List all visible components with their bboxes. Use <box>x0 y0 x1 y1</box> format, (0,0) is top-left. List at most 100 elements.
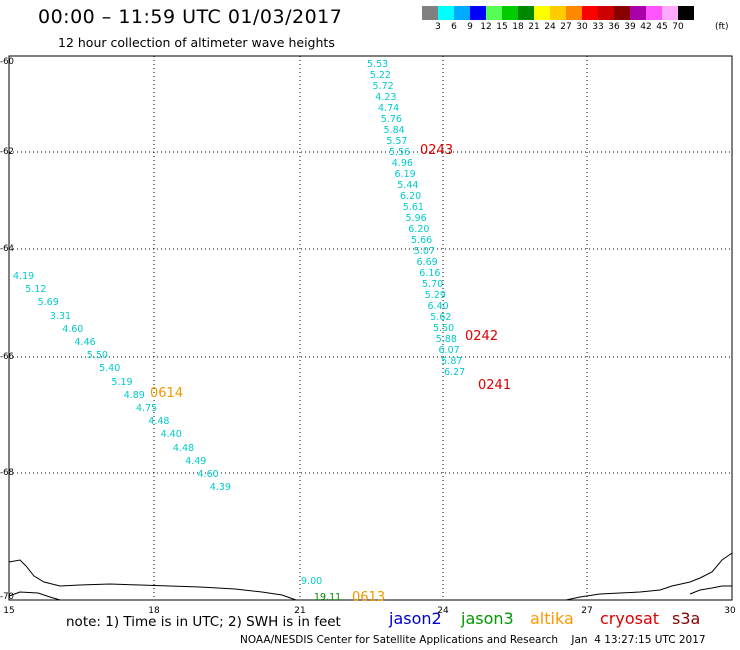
wave-height-value: 19.11 <box>314 592 342 603</box>
wave-height-value: 4.96 <box>391 158 413 169</box>
wave-height-value: 6.20 <box>408 224 430 235</box>
wave-height-value: 5.40 <box>99 363 121 375</box>
satellite-legend-item: s3a <box>672 609 701 628</box>
wave-height-value: 5.50 <box>433 323 455 334</box>
chart-title: 00:00 – 11:59 UTC 01/03/2017 <box>38 6 343 28</box>
wave-height-value: 5.87 <box>441 356 463 367</box>
wave-height-value: 5.96 <box>405 213 427 224</box>
color-scale-tick-label: 36 <box>608 22 620 32</box>
pass-time-label: 0614 <box>150 386 184 401</box>
wave-height-value: 9.00 <box>301 576 323 587</box>
longitude-label: 30 <box>724 606 736 616</box>
longitude-label: 18 <box>148 606 160 616</box>
color-scale-unit: (ft) <box>715 22 729 32</box>
wave-height-value: 6.16 <box>419 268 441 279</box>
color-scale-tick-label: 70 <box>672 22 684 32</box>
wave-height-value: 6.07 <box>438 345 460 356</box>
wave-height-value: 5.07 <box>413 246 435 257</box>
wave-height-value: 5.62 <box>430 312 452 323</box>
wave-height-value: 5.69 <box>37 297 59 309</box>
wave-height-value: 4.40 <box>160 429 182 441</box>
wave-height-value: 4.89 <box>123 389 145 401</box>
wave-height-value: 5.50 <box>86 350 108 362</box>
color-swatch <box>614 6 630 20</box>
color-scale-tick-label: 24 <box>544 22 556 32</box>
latitude-label: -62 <box>0 147 14 157</box>
wave-height-value: 4.48 <box>172 442 195 454</box>
wave-height-value: 5.84 <box>383 125 405 136</box>
color-swatch <box>550 6 566 20</box>
color-swatch <box>678 6 694 20</box>
color-swatch <box>438 6 454 20</box>
color-scale-tick-label: 6 <box>451 22 457 32</box>
wave-height-value: 4.48 <box>148 416 170 428</box>
color-swatch <box>502 6 518 20</box>
latitude-label: -70 <box>0 592 14 602</box>
pass-time-label: 0242 <box>465 329 499 344</box>
color-scale-tick-label: 21 <box>528 22 540 32</box>
wave-height-value: 4.60 <box>62 323 84 335</box>
wave-height-value: 4.23 <box>375 92 397 103</box>
wave-height-value: 5.61 <box>402 202 424 213</box>
wave-height-value: 4.19 <box>13 271 35 282</box>
map-frame <box>8 55 733 601</box>
color-swatch <box>518 6 534 20</box>
color-scale-tick-label: 39 <box>624 22 636 32</box>
wave-height-value: 5.76 <box>380 114 402 125</box>
color-scale-tick-label: 27 <box>560 22 572 32</box>
wave-height-value: 5.44 <box>397 180 419 191</box>
grid-lines <box>9 56 732 600</box>
longitude-label: 15 <box>3 606 15 616</box>
color-swatch <box>598 6 614 20</box>
color-scale-tick-label: 30 <box>576 22 588 32</box>
latitude-label: -66 <box>0 352 14 362</box>
longitude-label: 21 <box>294 606 306 616</box>
wave-height-value: 5.22 <box>369 70 391 81</box>
chart-subtitle: 12 hour collection of altimeter wave hei… <box>58 35 335 50</box>
wave-height-value: 3.31 <box>49 310 72 322</box>
color-swatch <box>454 6 470 20</box>
color-scale-tick-label: 15 <box>496 22 508 32</box>
wave-height-value: 5.53 <box>367 59 389 70</box>
color-scale-tick-label: 42 <box>640 22 652 32</box>
wave-height-value: 6.19 <box>394 169 416 180</box>
color-swatch <box>566 6 582 20</box>
color-scale-tick-label: 45 <box>656 22 668 32</box>
wave-height-value: 4.49 <box>185 455 207 467</box>
wave-height-value: 5.56 <box>389 147 411 158</box>
satellite-legend-item: altika <box>530 609 574 628</box>
longitude-label: 24 <box>437 606 449 616</box>
wave-height-value: 6.20 <box>400 191 422 202</box>
color-scale-tick-label: 33 <box>592 22 604 32</box>
satellite-legend-item: jason2 <box>389 609 442 628</box>
wave-height-value: 5.29 <box>424 290 446 301</box>
satellite-legend-item: cryosat <box>600 609 660 628</box>
color-scale-tick-label: 18 <box>512 22 524 32</box>
coastline <box>8 552 733 601</box>
wave-height-value: 4.46 <box>74 337 96 348</box>
latitude-label: -60 <box>0 57 14 67</box>
latitude-label: -68 <box>0 468 14 478</box>
color-swatch <box>534 6 550 20</box>
wave-height-value: 5.72 <box>372 81 394 92</box>
pass-time-label: 0613 <box>352 590 386 605</box>
color-scale-tick-label: 9 <box>467 22 473 32</box>
wave-height-value: 4.74 <box>378 103 400 114</box>
color-scale-tick-label: 12 <box>480 22 492 32</box>
wave-height-value: 5.57 <box>386 136 408 147</box>
color-swatch <box>630 6 646 20</box>
color-swatch <box>470 6 486 20</box>
wave-height-value: 5.70 <box>422 279 444 290</box>
pass-time-label: 0243 <box>420 143 454 158</box>
color-scale-tick-label: 3 <box>435 22 441 32</box>
color-swatch <box>646 6 662 20</box>
wave-height-value: 6.40 <box>427 301 449 312</box>
wave-height-value: 6.69 <box>416 257 438 268</box>
wave-height-value: 5.19 <box>111 376 133 388</box>
color-scale-bar <box>422 6 694 20</box>
color-swatch <box>486 6 502 20</box>
wave-height-value: 5.12 <box>25 284 47 296</box>
pass-time-label: 0241 <box>478 378 512 393</box>
wave-height-value: 6.27 <box>444 367 466 378</box>
